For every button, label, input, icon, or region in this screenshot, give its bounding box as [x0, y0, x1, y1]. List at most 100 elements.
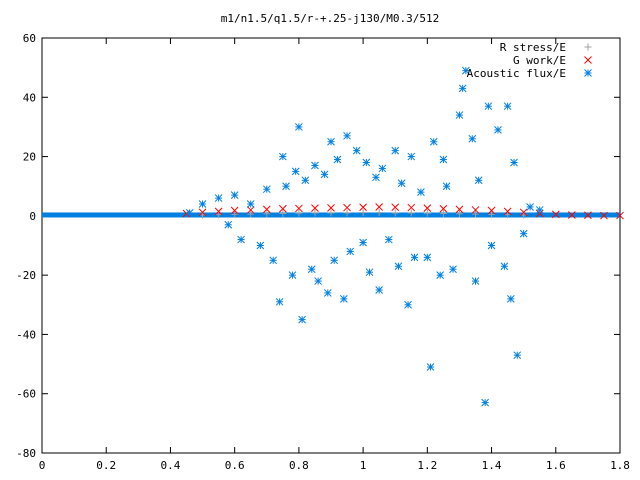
acoustic-flux-point — [327, 137, 335, 146]
y-tick-label: 40 — [23, 91, 36, 104]
x-tick-label: 1.4 — [482, 459, 502, 472]
r-stress-point — [247, 210, 255, 218]
x-tick-label: 0 — [39, 459, 46, 472]
legend-marker-r-stress — [584, 43, 592, 51]
acoustic-flux-point — [291, 167, 300, 176]
acoustic-flux-point — [391, 146, 400, 155]
g-work-point — [535, 209, 544, 218]
acoustic-flux-point — [246, 200, 255, 208]
legend-star-icon — [584, 69, 592, 77]
acoustic-flux-point — [510, 158, 518, 167]
r-stress-point — [488, 210, 496, 218]
g-work-point — [230, 206, 239, 215]
legend-marker-acoustic-flux — [584, 69, 592, 77]
g-work-point — [567, 211, 576, 219]
x-tick-label: 0.4 — [161, 459, 181, 472]
acoustic-flux-point — [462, 66, 470, 75]
g-work-point — [455, 205, 464, 214]
acoustic-flux-point — [494, 126, 502, 134]
acoustic-flux-point — [506, 295, 515, 303]
g-work-point — [295, 204, 303, 213]
acoustic-flux-point — [307, 265, 316, 274]
acoustic-flux-point — [426, 363, 435, 371]
acoustic-flux-point — [275, 297, 284, 306]
g-work-point — [343, 203, 351, 212]
x-tick-label: 0.6 — [225, 459, 245, 472]
acoustic-flux-point — [397, 179, 406, 188]
g-work-point — [198, 208, 207, 217]
acoustic-flux-point — [323, 289, 332, 297]
g-work-point — [278, 204, 287, 213]
y-tick-label: -60 — [16, 388, 36, 401]
acoustic-flux-point — [185, 209, 194, 217]
g-work-point — [391, 203, 400, 212]
axis-ticks — [41, 37, 621, 454]
acoustic-flux-point — [436, 271, 445, 279]
acoustic-flux-point — [535, 206, 544, 214]
acoustic-flux-point — [458, 84, 467, 93]
acoustic-flux-point — [330, 256, 339, 265]
acoustic-flux-point — [346, 247, 355, 256]
acoustic-flux-point — [455, 111, 464, 119]
r-stress-point — [231, 210, 239, 218]
x-tick-label: 0.2 — [96, 459, 116, 472]
g-work-point — [327, 204, 335, 212]
r-stress-point — [375, 209, 383, 217]
acoustic-flux-point — [417, 188, 425, 196]
r-stress-point — [343, 209, 351, 217]
x-tick-label: 1.8 — [610, 459, 630, 472]
acoustic-flux-point — [362, 158, 371, 167]
x-tick-label: 1.6 — [546, 459, 566, 472]
acoustic-flux-point — [481, 398, 489, 407]
series-layer — [42, 66, 624, 407]
g-work-point — [519, 208, 528, 217]
g-work-point — [471, 206, 480, 214]
acoustic-flux-point — [333, 155, 342, 164]
r-stress-point — [215, 211, 223, 219]
r-stress-point — [472, 210, 479, 218]
acoustic-flux-point — [311, 161, 319, 170]
legend-cross-icon — [584, 56, 592, 64]
x-tick-label: 0.8 — [289, 459, 309, 472]
acoustic-flux-point — [384, 235, 393, 244]
g-work-point — [375, 203, 384, 211]
r-stress-point — [423, 209, 431, 217]
acoustic-flux-point — [269, 256, 278, 265]
acoustic-flux-point — [404, 300, 412, 309]
acoustic-flux-point — [262, 185, 271, 194]
legend: R stress/E G work/E Acoustic flux/E — [467, 41, 592, 80]
r-stress-point — [311, 209, 319, 217]
acoustic-flux-point — [301, 176, 310, 185]
acoustic-flux-point — [503, 102, 512, 111]
acoustic-flux-point — [295, 123, 303, 131]
g-work-point — [246, 206, 255, 214]
acoustic-flux-point — [500, 262, 509, 271]
acoustic-flux-point — [224, 220, 233, 229]
legend-label-r-stress: R stress/E — [500, 41, 566, 54]
y-tick-label: 20 — [23, 151, 36, 164]
g-work-point — [423, 204, 432, 213]
acoustic-flux-point — [410, 253, 419, 262]
acoustic-flux-point — [471, 277, 480, 285]
acoustic-flux-point — [320, 170, 329, 179]
g-work-point — [262, 205, 271, 214]
g-work-point — [311, 204, 319, 213]
acoustic-flux-point — [278, 152, 287, 161]
acoustic-flux-point — [372, 173, 380, 182]
acoustic-flux-point — [378, 164, 387, 173]
g-work-point — [600, 211, 608, 220]
g-work-point — [503, 207, 512, 216]
acoustic-flux-point — [237, 235, 245, 244]
acoustic-flux-point — [214, 194, 223, 202]
acoustic-flux-point — [513, 351, 522, 360]
r-stress-point — [407, 209, 415, 217]
g-work-point — [616, 211, 624, 220]
acoustic-flux-point — [442, 182, 451, 191]
acoustic-flux-point — [339, 295, 348, 303]
legend-marker-g-work — [584, 56, 592, 64]
r-stress-point — [359, 209, 367, 217]
acoustic-flux-point — [487, 241, 496, 250]
legend-plus-icon — [584, 43, 592, 51]
r-stress-point — [295, 209, 303, 217]
